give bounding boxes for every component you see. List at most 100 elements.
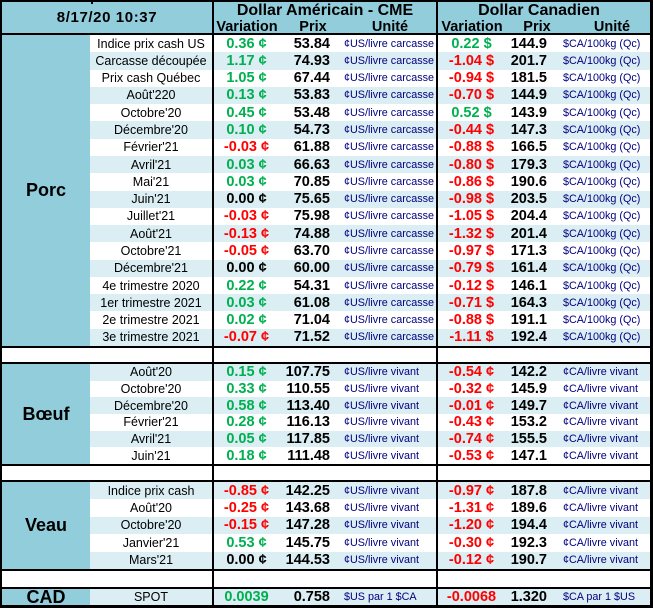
section-bœuf: Bœuf Août'20 0.15 ¢ 107.75 ¢US/livre vivant -… — [0, 364, 653, 464]
gap-space — [2, 348, 212, 362]
row-label: 2e trimestre 2021 — [90, 311, 212, 329]
us-price: 71.04 — [279, 311, 336, 329]
divider-label-us — [212, 534, 214, 552]
right-border — [650, 69, 653, 87]
gap-space — [214, 571, 436, 587]
ca-unit: $CA/100kg (Qc) — [553, 121, 650, 139]
divider-label-us — [212, 104, 214, 122]
ca-price: 189.6 — [505, 499, 553, 517]
left-border — [0, 190, 2, 208]
ca-unit: ¢CA/livre vivant — [553, 482, 650, 500]
us-unit: ¢US/livre vivant — [336, 482, 436, 500]
gap-space — [438, 571, 650, 587]
divider-label-us — [212, 207, 214, 226]
ca-price: 171.3 — [505, 242, 553, 260]
ca-unit: $CA/100kg (Qc) — [553, 294, 650, 312]
divider-label-us — [212, 466, 214, 480]
ca-unit: $CA/100kg (Qc) — [553, 190, 650, 208]
gap-space — [438, 466, 650, 480]
us-variation: 0.22 ¢ — [214, 276, 279, 295]
us-unit: ¢US/livre vivant — [336, 516, 436, 535]
right-border — [650, 397, 653, 414]
section-rows: SPOT 0.0039 0.758 $US par 1 $CA -0.0068 1.320… — [0, 589, 653, 605]
table-row: Décembre'20 0.10 ¢ 54.73 ¢US/livre carcasse… — [0, 121, 653, 139]
divider-us-ca — [436, 328, 438, 346]
us-variation: 0.36 ¢ — [214, 35, 279, 53]
ca-unit: ¢CA/livre vivant — [553, 380, 650, 398]
table-row: Juin'21 0.18 ¢ 111.48 ¢US/livre vivant -0.53… — [0, 447, 653, 464]
row-label: Avril'21 — [90, 155, 212, 174]
ca-variation: -0.74 ¢ — [438, 430, 505, 448]
ca-price: 192.4 — [505, 328, 553, 346]
ca-unit: $CA/100kg (Qc) — [553, 35, 650, 53]
divider-label-us — [212, 138, 214, 156]
us-price: 117.85 — [279, 430, 336, 448]
table-row: Mars'21 0.00 ¢ 144.53 ¢US/livre vivant -0.12… — [0, 551, 653, 569]
us-variation: -0.07 ¢ — [214, 328, 279, 346]
ca-variation: -1.11 $ — [438, 328, 505, 346]
us-variation: 0.02 ¢ — [214, 311, 279, 329]
table-row: Avril'21 0.03 ¢ 66.63 ¢US/livre carcasse -0.… — [0, 155, 653, 174]
left-border — [0, 534, 2, 552]
row-label: Février'21 — [90, 138, 212, 156]
section-border — [0, 346, 653, 348]
left-border — [0, 294, 2, 312]
divider-us-ca — [436, 447, 438, 464]
row-label: Avril'21 — [90, 430, 212, 448]
ca-unit: $CA/100kg (Qc) — [553, 86, 650, 105]
left-border — [0, 242, 2, 260]
table-row: Juin'21 0.00 ¢ 75.65 ¢US/livre carcasse -0.9… — [0, 190, 653, 208]
right-border — [650, 52, 653, 70]
divider-us-ca — [436, 52, 438, 70]
right-border — [650, 364, 653, 381]
row-label: Indice prix cash US — [90, 35, 212, 53]
divider-us-ca — [436, 121, 438, 139]
ca-col-header-unite: Unité — [593, 19, 631, 35]
us-variation: -0.15 ¢ — [214, 516, 279, 535]
divider-label-us — [212, 571, 214, 587]
ca-unit: $CA par 1 $US — [553, 589, 650, 605]
left-border — [0, 413, 2, 431]
table-row: Août'21 -0.13 ¢ 74.88 ¢US/livre carcasse -1.… — [0, 225, 653, 243]
us-price: 74.88 — [279, 225, 336, 243]
divider-us-ca — [436, 138, 438, 156]
table-row: Indice prix cash -0.85 ¢ 142.25 ¢US/livre v… — [0, 482, 653, 500]
section-border — [0, 569, 653, 571]
divider-us-ca — [436, 207, 438, 226]
table-row: Août'20 -0.25 ¢ 143.68 ¢US/livre vivant -1.3… — [0, 499, 653, 517]
ca-price: 147.1 — [505, 447, 553, 464]
us-variation: 0.00 ¢ — [214, 551, 279, 569]
row-label: Décembre'20 — [90, 397, 212, 414]
divider-us-ca — [436, 551, 438, 569]
section-border — [0, 480, 653, 482]
divider-label-us — [212, 259, 214, 277]
ca-price: 192.3 — [505, 534, 553, 552]
left-border — [0, 516, 2, 535]
left-border — [0, 52, 2, 70]
divider-us-ca — [436, 225, 438, 243]
left-border — [0, 104, 2, 122]
row-label: Février'21 — [90, 413, 212, 431]
us-variation: 0.03 ¢ — [214, 173, 279, 191]
row-label: Août'21 — [90, 225, 212, 243]
table-row: Prix cash Québec 1.05 ¢ 67.44 ¢US/livre car… — [0, 69, 653, 87]
table-row: Décembre'20 0.58 ¢ 113.40 ¢US/livre vivant -… — [0, 397, 653, 414]
ca-unit: $CA/100kg (Qc) — [553, 328, 650, 346]
us-variation: 0.45 ¢ — [214, 104, 279, 122]
us-variation: 0.15 ¢ — [214, 364, 279, 381]
left-border — [0, 380, 2, 398]
ca-col-header-prix: Prix — [523, 19, 551, 35]
us-unit: ¢US/livre vivant — [336, 430, 436, 448]
ca-variation: -0.12 $ — [438, 276, 505, 295]
us-variation: -0.25 ¢ — [214, 499, 279, 517]
us-unit: ¢US/livre vivant — [336, 534, 436, 552]
section-label: Bœuf — [2, 364, 90, 464]
divider-label-us — [212, 173, 214, 191]
ca-variation: 0.22 $ — [438, 35, 505, 53]
divider-label-us — [212, 52, 214, 70]
ca-price: 179.3 — [505, 155, 553, 174]
ca-price: 143.9 — [505, 104, 553, 122]
divider-label-us — [212, 397, 214, 414]
table-row: 4e trimestre 2020 0.22 ¢ 54.31 ¢US/livre ca… — [0, 276, 653, 295]
divider-us-ca — [436, 311, 438, 329]
